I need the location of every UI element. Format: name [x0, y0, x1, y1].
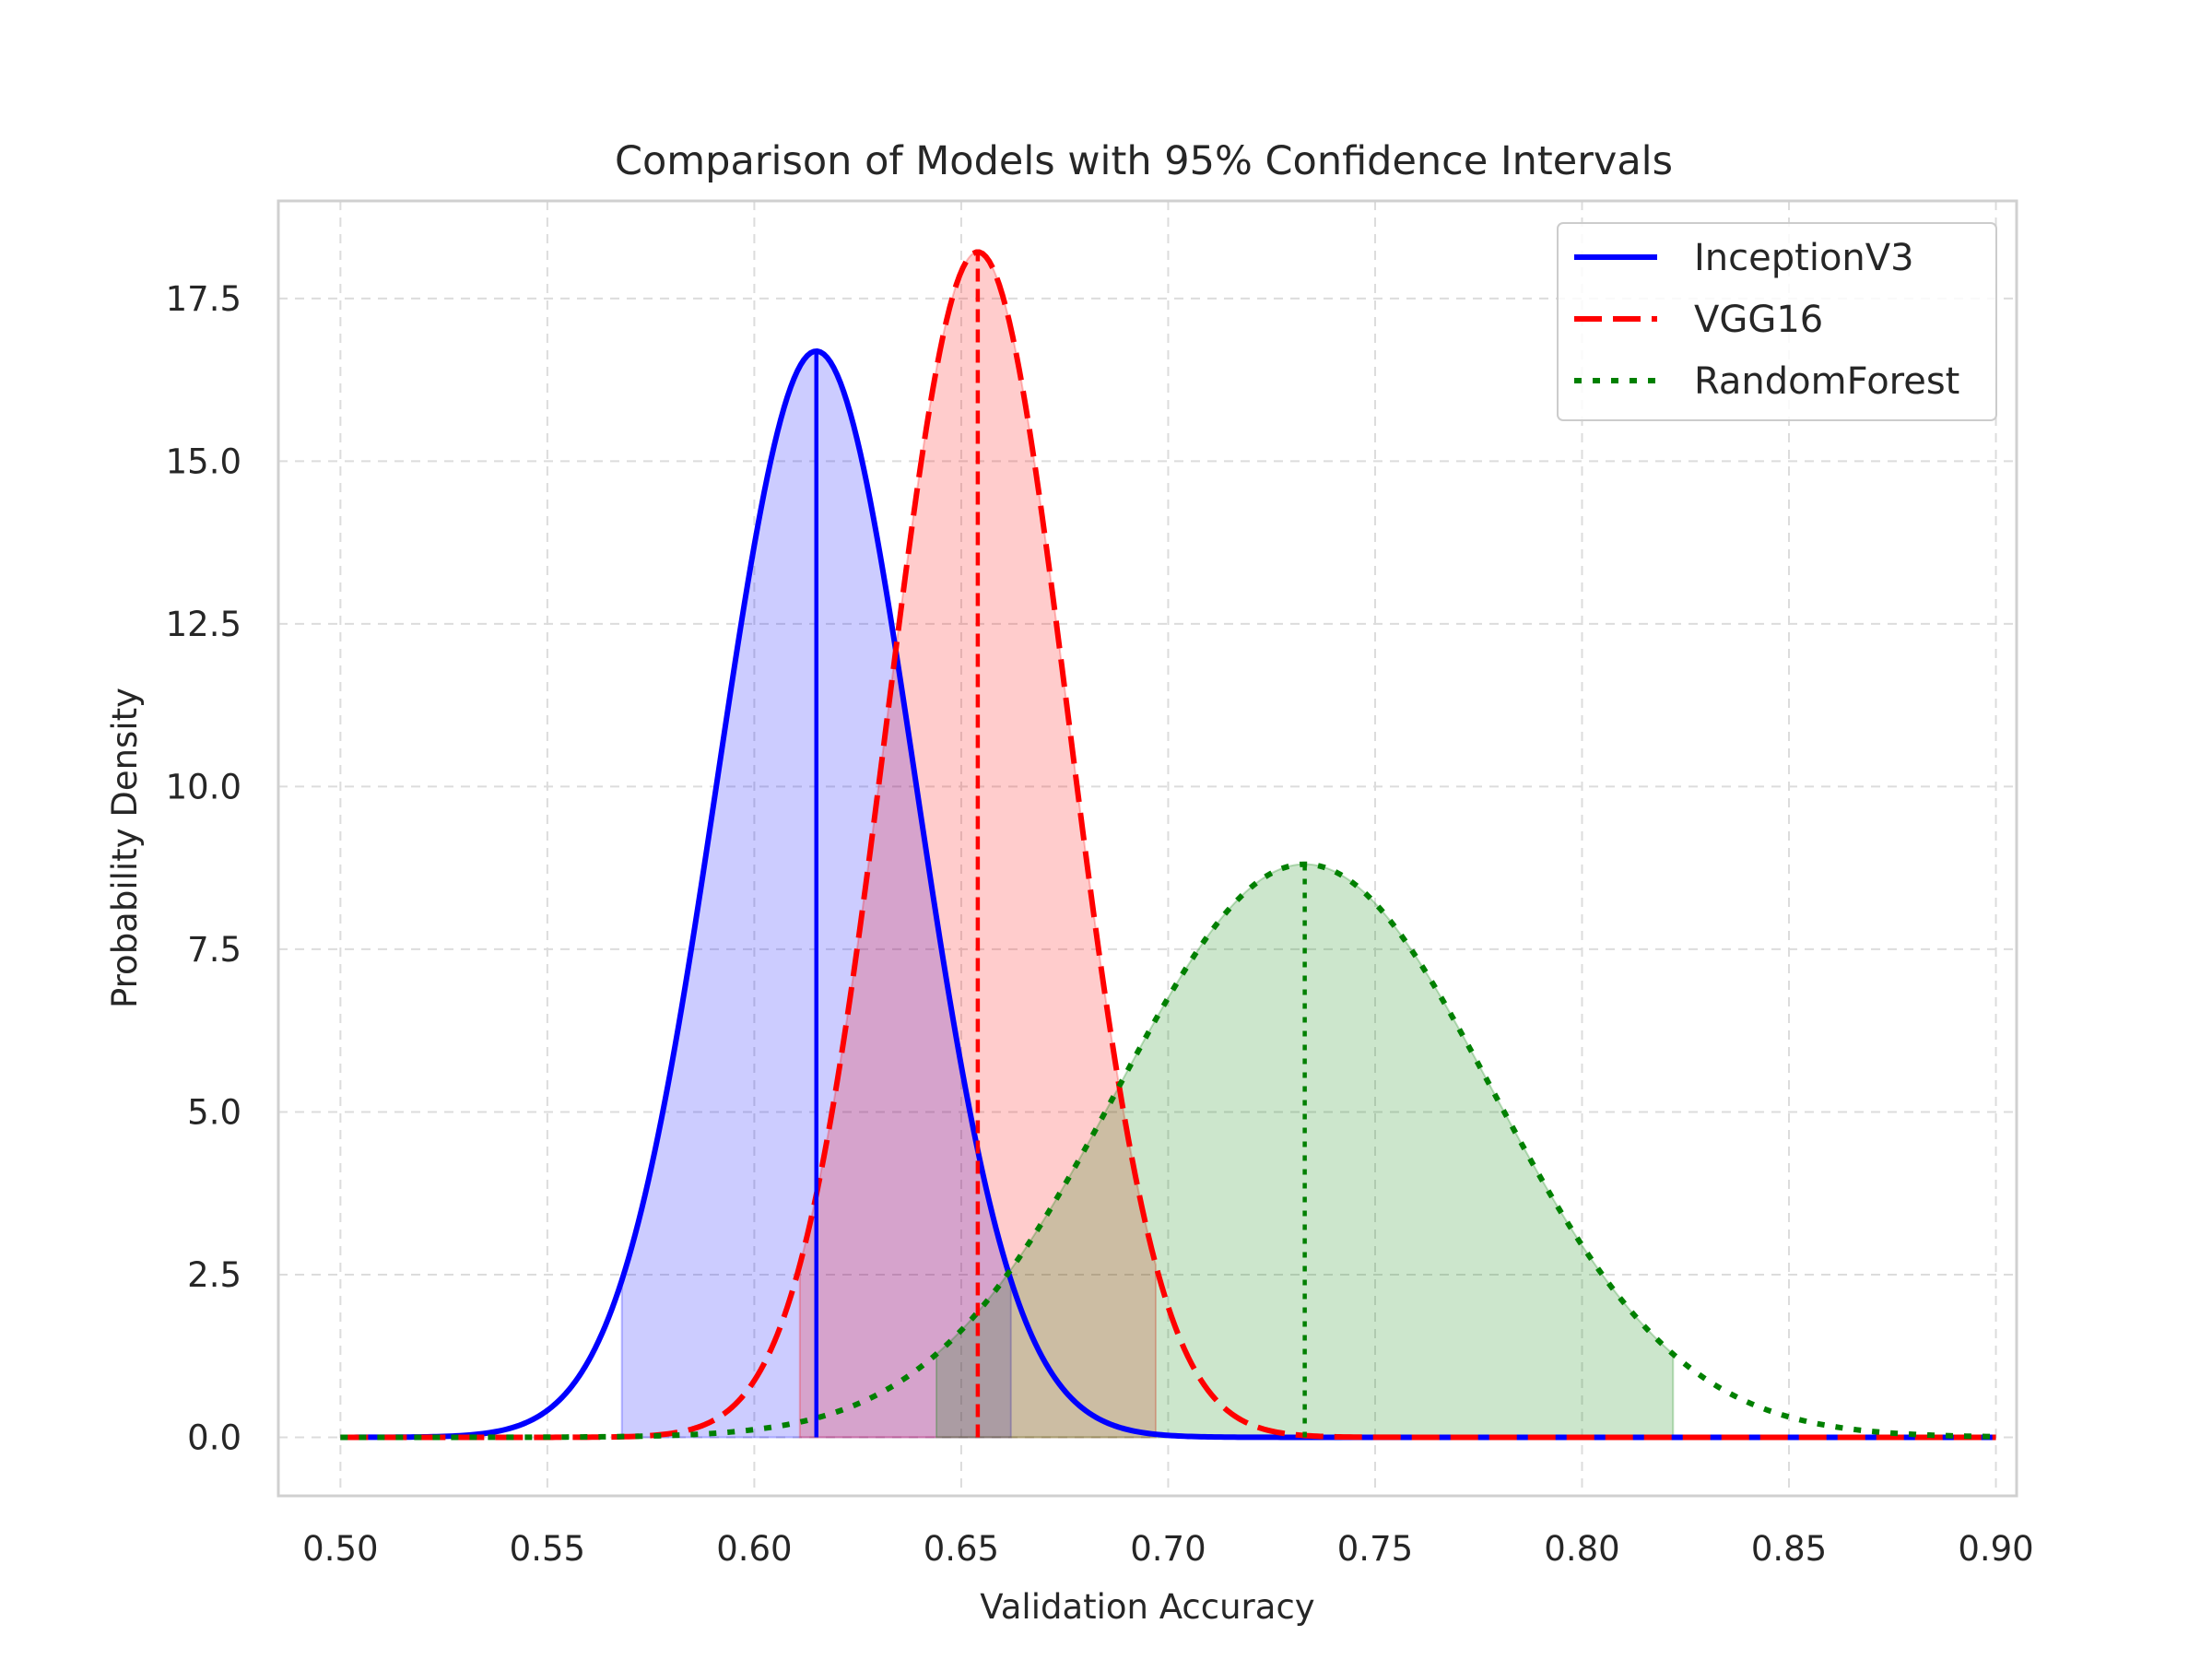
- randomforest-curve: [340, 861, 1996, 1441]
- y-tick-label: 10.0: [166, 767, 241, 806]
- x-tick-labels: 0.50 0.55 0.60 0.65 0.70 0.75 0.80 0.85 0.90: [302, 1529, 2034, 1569]
- y-tick-label: 5.0: [187, 1092, 241, 1132]
- y-tick-label: 15.0: [166, 441, 241, 481]
- x-tick-label: 0.60: [716, 1529, 792, 1569]
- grid: [278, 201, 2017, 1496]
- x-tick-label: 0.55: [510, 1529, 585, 1569]
- x-axis-label: Validation Accuracy: [980, 1587, 1314, 1627]
- y-tick-label: 17.5: [166, 279, 241, 319]
- inceptionv3-curve: [340, 347, 1996, 1441]
- y-tick-label: 12.5: [166, 605, 241, 644]
- x-tick-label: 0.65: [924, 1529, 999, 1569]
- x-tick-label: 0.85: [1751, 1529, 1827, 1569]
- plot-frame: [276, 199, 2018, 1498]
- chart-title: Comparison of Models with 95% Confidence…: [615, 138, 1673, 184]
- mean-lines: [814, 252, 1307, 1438]
- y-tick-label: 7.5: [187, 930, 241, 970]
- legend: InceptionV3 VGG16 RandomForest: [1557, 222, 1997, 421]
- x-tick-label: 0.50: [302, 1529, 378, 1569]
- y-tick-labels: 0.0 2.5 5.0 7.5 10.0 12.5 15.0 17.5: [166, 279, 241, 1458]
- x-tick-label: 0.70: [1130, 1529, 1206, 1569]
- y-tick-label: 2.5: [187, 1255, 241, 1295]
- vgg16-curve: [340, 249, 1996, 1441]
- y-tick-label: 0.0: [187, 1418, 241, 1457]
- legend-box: [1557, 222, 1997, 421]
- inceptionv3-legend-label: InceptionV3: [1694, 237, 1914, 279]
- randomforest-legend-label: RandomForest: [1694, 360, 1959, 403]
- vgg16-legend-label: VGG16: [1694, 299, 1823, 341]
- density-curves: [340, 249, 1996, 1441]
- x-tick-label: 0.90: [1958, 1529, 2033, 1569]
- x-tick-label: 0.80: [1544, 1529, 1619, 1569]
- y-axis-label: Probability Density: [105, 688, 145, 1008]
- x-tick-label: 0.75: [1337, 1529, 1413, 1569]
